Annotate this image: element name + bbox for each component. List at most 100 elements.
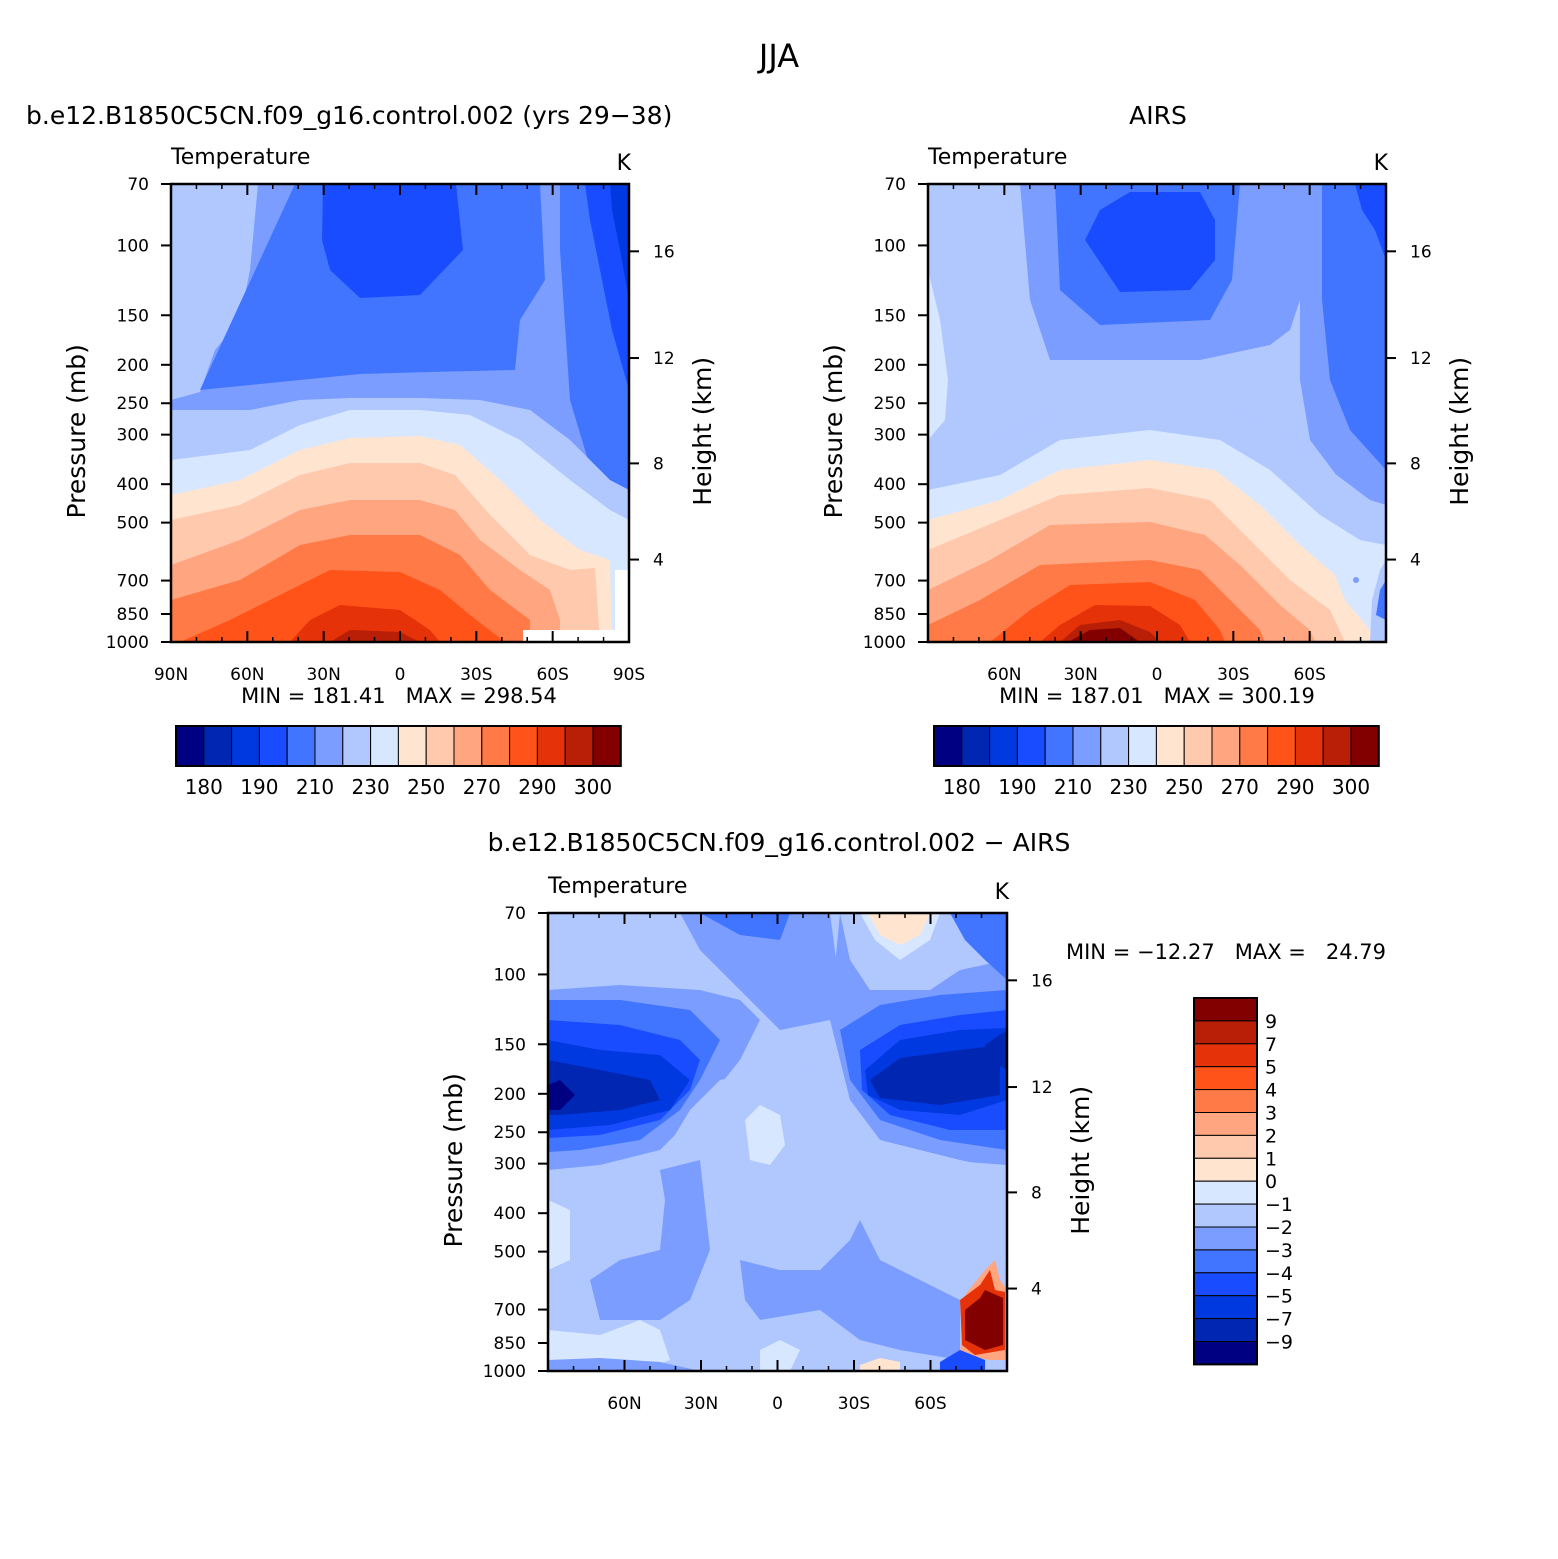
- x-tick-label: 30N: [684, 1394, 718, 1414]
- colorbar-box: [1193, 1043, 1258, 1068]
- contour-fill-airs: [928, 184, 1386, 642]
- y-tick-label: 300: [874, 426, 906, 446]
- contour-fill-diff: [548, 913, 1007, 1371]
- colorbar-label: −1: [1265, 1194, 1293, 1216]
- right-axis-title: Height (km): [688, 357, 717, 506]
- axes-panel-1: Temperature K 60N 30N 0 30S 60S 70 100 150 200 250 3…: [819, 145, 1474, 685]
- y-tick-label: 200: [494, 1085, 526, 1105]
- units-label: K: [1374, 151, 1389, 176]
- variable-label: Temperature: [170, 145, 310, 170]
- y-tick-label: 1000: [106, 633, 149, 653]
- colorbar-label: 0: [1265, 1171, 1277, 1193]
- colorbar-box: [1072, 725, 1102, 767]
- colorbar-layer: 180 190 210 230 250 270 290 300 180 190 210 230 250 2…: [175, 725, 1380, 1366]
- colorbar-label: −2: [1265, 1217, 1293, 1239]
- colorbar-box: [425, 725, 455, 767]
- units-label: K: [617, 151, 632, 176]
- panel-difference: [546, 911, 1009, 1373]
- y-tick-label: 100: [494, 965, 526, 985]
- colorbar-label: 190: [240, 775, 278, 799]
- colorbar-frame: [175, 725, 622, 767]
- colorbar-label: 1: [1265, 1148, 1277, 1170]
- y-tick-label: 150: [494, 1035, 526, 1055]
- colorbar-label: 250: [1165, 775, 1203, 799]
- right-tick-label: 16: [653, 242, 675, 262]
- figure-title: JJA: [758, 37, 800, 75]
- panel-airs-temperature: [926, 182, 1388, 644]
- colorbar-label: −5: [1265, 1286, 1293, 1308]
- right-tick-label: 12: [1031, 1078, 1053, 1098]
- colorbar-box: [1322, 725, 1352, 767]
- colorbar-box: [1193, 1112, 1258, 1136]
- x-tick-label: 30S: [460, 665, 492, 685]
- colorbar-label: 4: [1265, 1080, 1277, 1102]
- colorbar-label: −9: [1265, 1332, 1293, 1354]
- y-axis-title: Pressure (mb): [62, 344, 91, 518]
- colorbar-label: 9: [1265, 1011, 1277, 1033]
- x-tick-label: 60S: [1293, 665, 1325, 685]
- colorbar-box: [286, 725, 316, 767]
- colorbar-box: [989, 725, 1018, 767]
- colorbar-box: [1193, 1180, 1258, 1205]
- colorbar-box: [342, 725, 372, 767]
- colorbar-airs: 180 190 210 230 250 270 290 300: [933, 725, 1380, 799]
- right-axis-title: Height (km): [1445, 357, 1474, 506]
- x-tick-label: 60S: [536, 665, 568, 685]
- x-tick-label: 30S: [838, 1394, 870, 1414]
- y-tick-label: 100: [874, 236, 906, 256]
- x-tick-label: 90N: [154, 665, 188, 685]
- colorbar-box: [1294, 725, 1324, 767]
- x-tick-label: 60N: [607, 1394, 641, 1414]
- colorbar-label: 210: [296, 775, 334, 799]
- right-tick-label: 12: [1410, 349, 1432, 369]
- colorbar-box: [175, 725, 205, 767]
- colorbar-box: [933, 725, 963, 767]
- y-tick-label: 70: [504, 904, 526, 924]
- y-tick-label: 500: [874, 514, 906, 534]
- panel-title-diff: b.e12.B1850C5CN.f09_g16.control.002 − AI…: [487, 828, 1071, 857]
- x-tick-label: 30N: [1063, 665, 1097, 685]
- colorbar-label: −7: [1265, 1309, 1293, 1331]
- y-tick-label: 850: [874, 605, 906, 625]
- colorbar-box: [1193, 1341, 1258, 1365]
- colorbar-label: −4: [1265, 1263, 1293, 1285]
- y-tick-label: 400: [494, 1204, 526, 1224]
- y-tick-label: 250: [494, 1123, 526, 1143]
- colorbar-label: 190: [998, 775, 1036, 799]
- y-tick-label: 700: [494, 1301, 526, 1321]
- x-tick-label: 90S: [613, 665, 645, 685]
- colorbar-box: [1193, 1089, 1258, 1113]
- colorbar-label: −3: [1265, 1240, 1293, 1262]
- colorbar-label: 5: [1265, 1057, 1277, 1079]
- colorbar-box: [1239, 725, 1269, 767]
- colorbar-label: 290: [518, 775, 556, 799]
- y-tick-label: 150: [874, 306, 906, 326]
- colorbar-box: [1193, 997, 1258, 1022]
- x-tick-label: 0: [1152, 665, 1163, 685]
- right-tick-label: 16: [1410, 242, 1432, 262]
- right-tick-label: 4: [1410, 551, 1421, 571]
- colorbar-box: [397, 725, 427, 767]
- panel-title-airs: AIRS: [1129, 101, 1187, 130]
- colorbar-box: [203, 725, 233, 767]
- stats-model: MIN = 181.41 MAX = 298.54: [241, 684, 557, 708]
- colorbar-box: [509, 725, 538, 767]
- axes-panel-0: Temperature K 90N 60N 30N 0 30S 60S 90S 70 100 150 2…: [62, 145, 717, 685]
- colorbar-box: [1193, 1318, 1258, 1342]
- right-tick-label: 4: [1031, 1280, 1042, 1300]
- y-tick-label: 400: [874, 475, 906, 495]
- colorbar-label: 290: [1276, 775, 1314, 799]
- colorbar-label: 230: [352, 775, 390, 799]
- colorbar-box: [258, 725, 288, 767]
- colorbar-label: 270: [463, 775, 501, 799]
- colorbar-box: [453, 725, 483, 767]
- panel-model-temperature: [169, 182, 631, 644]
- colorbar-box: [1193, 1157, 1258, 1182]
- colorbar-box: [1211, 725, 1241, 767]
- colorbar-box: [1193, 1249, 1258, 1274]
- colorbar-frame: [1193, 997, 1258, 1366]
- colorbar-box: [1267, 725, 1296, 767]
- x-tick-label: 0: [395, 665, 406, 685]
- colorbar-box: [1183, 725, 1213, 767]
